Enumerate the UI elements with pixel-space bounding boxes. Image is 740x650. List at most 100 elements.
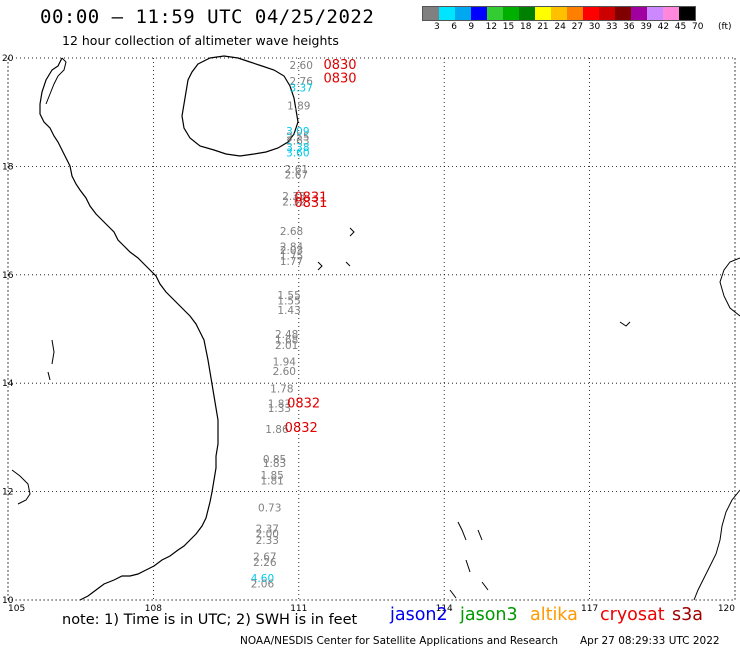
- pass-time-label: 0832: [287, 397, 320, 412]
- swh-value: 2.03: [280, 245, 303, 257]
- legend-swatch: [631, 7, 647, 20]
- legend-swatch: [503, 7, 519, 20]
- pass-time-label: 0832: [285, 421, 318, 436]
- coastline: [11, 55, 740, 601]
- lon-tick-label: 108: [145, 604, 162, 614]
- island-fragment-6: [619, 321, 631, 327]
- swh-value: 1.81: [260, 476, 283, 488]
- swh-value: 3.38: [286, 142, 309, 154]
- swh-value: 2.33: [282, 191, 305, 203]
- legend-swatch: [679, 7, 695, 20]
- swh-value: 2.63: [286, 136, 309, 148]
- swh-value: 1.55: [277, 290, 300, 302]
- west-coast-fragment: [11, 469, 31, 505]
- legend-tick-label: 45: [674, 22, 687, 32]
- pass-time-label: 0831: [294, 196, 327, 211]
- satellite-jason3: jason3: [460, 605, 518, 625]
- swh-value: 1.85: [260, 470, 283, 482]
- legend-swatch: [455, 7, 471, 20]
- swh-value: 1.33: [268, 403, 291, 415]
- lon-tick-label: 114: [436, 604, 453, 614]
- satellite-s3a: s3a: [672, 605, 703, 625]
- legend-swatch: [567, 7, 583, 20]
- island-fragment-1: [51, 339, 55, 365]
- pass-time-label: 0830: [323, 71, 356, 86]
- island-fragment-5: [317, 261, 323, 271]
- swh-value: 1.89: [287, 100, 310, 112]
- page-subtitle: 12 hour collection of altimeter wave hei…: [62, 33, 339, 48]
- swh-value: 2.37: [256, 523, 279, 535]
- legend-swatch: [551, 7, 567, 20]
- lat-tick-label: 10: [2, 596, 14, 606]
- swh-value: 1.43: [277, 305, 300, 317]
- credit-line: NOAA/NESDIS Center for Satellite Applica…: [240, 635, 558, 647]
- island-fragment-4: [345, 261, 351, 267]
- lon-tick-label: 111: [290, 604, 307, 614]
- swh-value: 2.06: [251, 579, 275, 591]
- footer-note: note: 1) Time is in UTC; 2) SWH is in fe…: [62, 612, 358, 628]
- legend-tick-label: 9: [468, 22, 475, 32]
- swh-value: 0.85: [263, 454, 286, 466]
- southeast-islands: [449, 521, 489, 599]
- legend-tick-label: 36: [623, 22, 635, 32]
- swh-value: 2.67: [253, 551, 276, 563]
- lon-tick-label: 120: [718, 604, 735, 614]
- hainan-coastline: [181, 55, 299, 157]
- vietnam-coastline: [39, 57, 219, 601]
- swh-value: 2.61: [285, 164, 308, 176]
- legend-tick-label: 30: [588, 22, 601, 32]
- legend-swatch: [663, 7, 679, 20]
- swh-value: 2.32: [282, 196, 305, 208]
- observations: 2.60 2.763.37 1.89 3.092.552.633.383.60 2.61…: [251, 58, 357, 591]
- legend-tick-label: 6: [451, 22, 457, 32]
- legend-tick-label: 3: [434, 22, 440, 32]
- swh-value: 1.68: [275, 335, 298, 347]
- legend-tick-label: 33: [606, 22, 618, 32]
- legend-tick-label: 12: [485, 22, 498, 32]
- lat-tick-label: 18: [2, 162, 14, 172]
- swh-value: 3.37: [290, 83, 313, 95]
- legend-tick-label: 15: [502, 22, 515, 32]
- legend-swatch: [423, 7, 439, 20]
- legend-swatch: [599, 7, 615, 20]
- swh-value: 1.55: [277, 296, 300, 308]
- wave-height-legend: 3 6 9 12 15 18 21 24 27 30 33 36 39 42 45 70 (ft): [422, 6, 732, 32]
- gulf-coastline: [45, 57, 67, 105]
- swh-value: 2.76: [290, 76, 314, 88]
- lat-tick-label: 12: [2, 488, 13, 498]
- legend-tick-label: 24: [554, 22, 566, 32]
- swh-value: 1.94: [273, 356, 297, 368]
- swh-value: 1.75: [280, 251, 303, 263]
- southeast-coast-fragment: [693, 489, 740, 601]
- timestamp: Apr 27 08:29:33 UTC 2022: [580, 635, 720, 647]
- legend-tick-label: 70: [692, 22, 704, 32]
- legend-tick-label: 21: [537, 22, 549, 32]
- swh-value: 1.86: [265, 424, 289, 436]
- pass-time-label: 0830: [323, 58, 356, 73]
- island-fragment-2: [47, 371, 51, 381]
- swh-value: 2.60: [290, 60, 313, 72]
- legend-tick-labels: 3 6 9 12 15 18 21 24 27 30 33 36 39 42 45 70: [422, 22, 740, 34]
- legend-swatch: [583, 7, 599, 20]
- swh-value: 2.55: [286, 131, 309, 143]
- swh-value: 1.83: [268, 399, 291, 411]
- swh-value: 2.00: [256, 529, 279, 541]
- swh-value: 2.60: [273, 366, 296, 378]
- swh-value: 0.73: [258, 503, 281, 515]
- swh-value: 2.26: [253, 557, 277, 569]
- lat-lon-grid: [7, 57, 736, 601]
- legend-tick-label: 18: [520, 22, 532, 32]
- swh-value: 4.60: [251, 573, 274, 585]
- lat-tick-label: 20: [2, 54, 14, 64]
- legend-swatch: [535, 7, 551, 20]
- legend-color-bar: [422, 6, 696, 21]
- page-title: 00:00 – 11:59 UTC 04/25/2022: [40, 6, 375, 28]
- swh-value: 2.01: [275, 340, 298, 352]
- legend-swatch: [519, 7, 535, 20]
- legend-swatch: [439, 7, 455, 20]
- legend-tick-label: 27: [571, 22, 584, 32]
- map-frame: [7, 57, 736, 601]
- swh-value: 1.77: [280, 256, 303, 268]
- swh-value: 2.68: [280, 226, 303, 238]
- swh-value: 1.78: [270, 383, 293, 395]
